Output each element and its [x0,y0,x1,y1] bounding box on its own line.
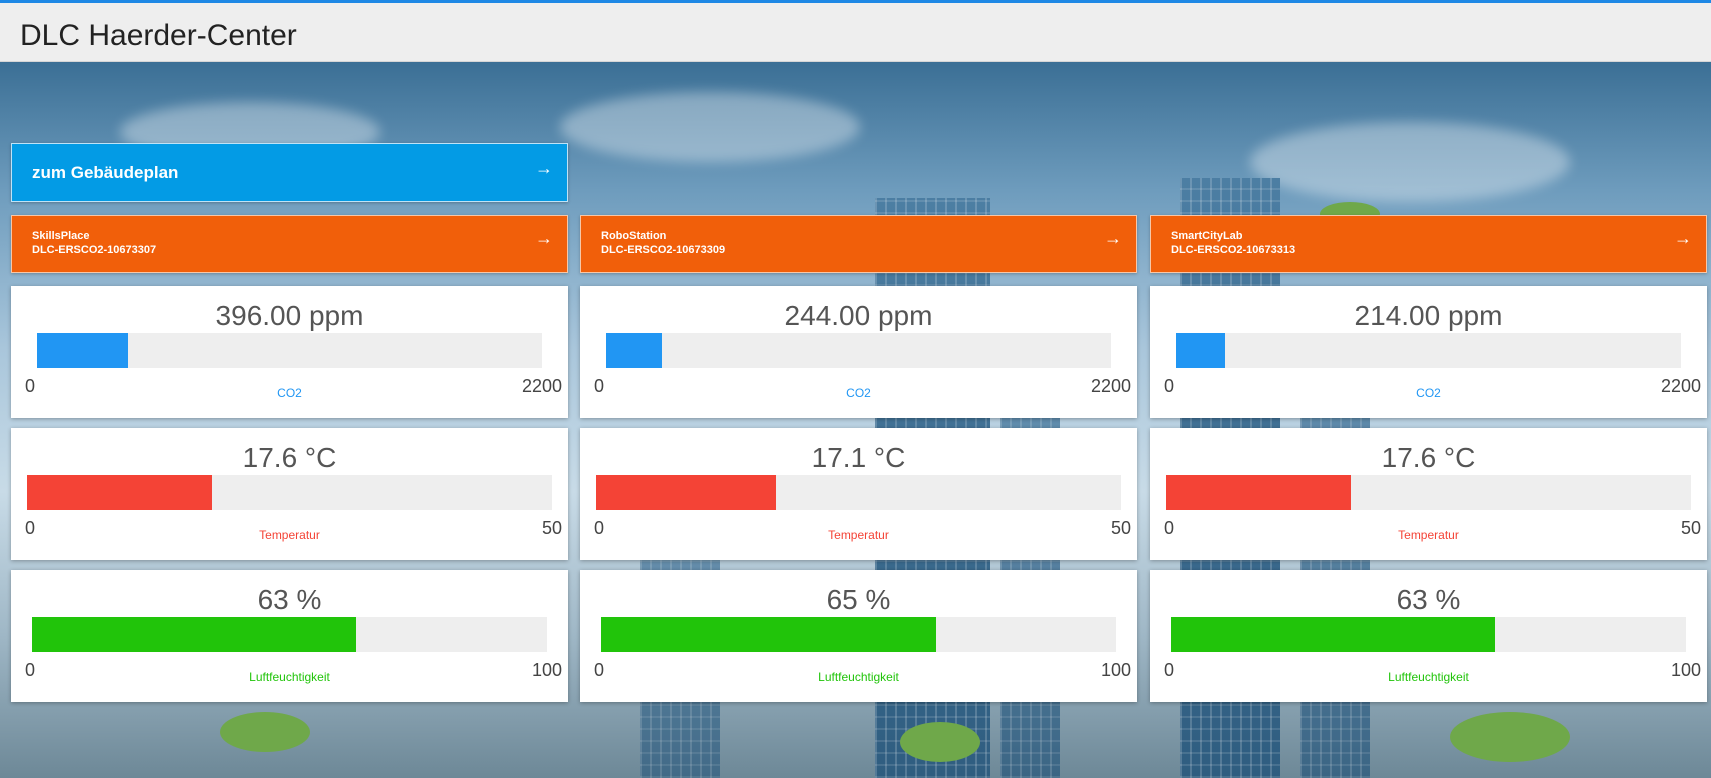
hum-bar-track [32,617,547,652]
hum-bar-fill [32,617,357,652]
temp-value: 17.1 °C [811,442,906,473]
page-title: DLC Haerder-Center [20,19,297,52]
temp-gauge-card: 17.6 °C 0 50 Temperatur [11,428,568,560]
building-plan-button[interactable]: zum Gebäudeplan → [11,143,568,202]
hum-max-label: 100 [531,660,562,680]
temp-gauge-card: 17.6 °C 0 50 Temperatur [1150,428,1707,560]
hum-gauge-card: 63 % 0 100 Luftfeuchtigkeit [1150,570,1707,702]
hum-bar-track [601,617,1116,652]
arrow-right-icon: → [535,228,553,248]
co2-max-label: 2200 [1090,376,1131,396]
temp-bar-fill [1166,475,1351,510]
arrow-right-icon: → [1104,228,1122,248]
top-accent-line [0,0,1711,3]
hum-min-label: 0 [1164,660,1175,680]
co2-min-label: 0 [25,376,36,396]
co2-gauge-card: 396.00 ppm 0 2200 CO2 [11,286,568,418]
hum-max-label: 100 [1670,660,1701,680]
temp-bar-fill [27,475,212,510]
hum-min-label: 0 [594,660,605,680]
temp-bar-track [27,475,552,510]
temp-bar-track [1166,475,1691,510]
temp-sensor-name: Temperatur [828,528,889,542]
temp-min-label: 0 [25,518,36,538]
temp-bar-track [596,475,1121,510]
co2-sensor-name: CO2 [846,386,871,400]
hum-bar-track [1171,617,1686,652]
co2-min-label: 0 [1164,376,1175,396]
room-name: SkillsPlace [32,230,90,242]
room-name: RoboStation [601,230,667,242]
hum-value: 65 % [826,584,891,615]
hum-bar-fill [601,617,936,652]
co2-value: 214.00 ppm [1354,300,1503,331]
co2-gauge-card: 214.00 ppm 0 2200 CO2 [1150,286,1707,418]
temp-max-label: 50 [1110,518,1131,538]
hum-gauge-card: 63 % 0 100 Luftfeuchtigkeit [11,570,568,702]
co2-max-label: 2200 [1660,376,1701,396]
temp-max-label: 50 [541,518,562,538]
co2-bar-fill [606,333,662,368]
co2-min-label: 0 [594,376,605,396]
hum-sensor-name: Luftfeuchtigkeit [818,670,899,684]
co2-gauge-card: 244.00 ppm 0 2200 CO2 [580,286,1137,418]
device-id: DLC-ERSCO2-10673309 [601,244,726,256]
temp-sensor-name: Temperatur [1398,528,1459,542]
temp-value: 17.6 °C [242,442,337,473]
hum-bar-fill [1171,617,1496,652]
temp-min-label: 0 [1164,518,1175,538]
temp-min-label: 0 [594,518,605,538]
room-button[interactable]: RoboStation DLC-ERSCO2-10673309 → [580,215,1137,273]
building-plan-label: zum Gebäudeplan [32,163,179,182]
hum-value: 63 % [257,584,322,615]
co2-bar-track [606,333,1111,368]
app-header: DLC Haerder-Center [0,3,1711,62]
hum-sensor-name: Luftfeuchtigkeit [249,670,330,684]
device-id: DLC-ERSCO2-10673307 [32,244,157,256]
room-button[interactable]: SmartCityLab DLC-ERSCO2-10673313 → [1150,215,1707,273]
hum-gauge-card: 65 % 0 100 Luftfeuchtigkeit [580,570,1137,702]
hum-min-label: 0 [25,660,36,680]
room-button[interactable]: SkillsPlace DLC-ERSCO2-10673307 → [11,215,568,273]
co2-value: 244.00 ppm [784,300,933,331]
hum-sensor-name: Luftfeuchtigkeit [1388,670,1469,684]
co2-bar-track [37,333,542,368]
co2-sensor-name: CO2 [277,386,302,400]
temp-gauge-card: 17.1 °C 0 50 Temperatur [580,428,1137,560]
temp-sensor-name: Temperatur [259,528,320,542]
temp-value: 17.6 °C [1381,442,1476,473]
temp-max-label: 50 [1680,518,1701,538]
co2-bar-fill [37,333,128,368]
co2-max-label: 2200 [521,376,562,396]
co2-bar-fill [1176,333,1226,368]
device-id: DLC-ERSCO2-10673313 [1171,244,1296,256]
hum-max-label: 100 [1100,660,1131,680]
hum-value: 63 % [1396,584,1461,615]
co2-sensor-name: CO2 [1416,386,1441,400]
room-name: SmartCityLab [1171,230,1243,242]
arrow-right-icon: → [1674,228,1692,248]
arrow-right-icon: → [535,158,553,178]
co2-value: 396.00 ppm [215,300,364,331]
co2-bar-track [1176,333,1681,368]
temp-bar-fill [596,475,776,510]
